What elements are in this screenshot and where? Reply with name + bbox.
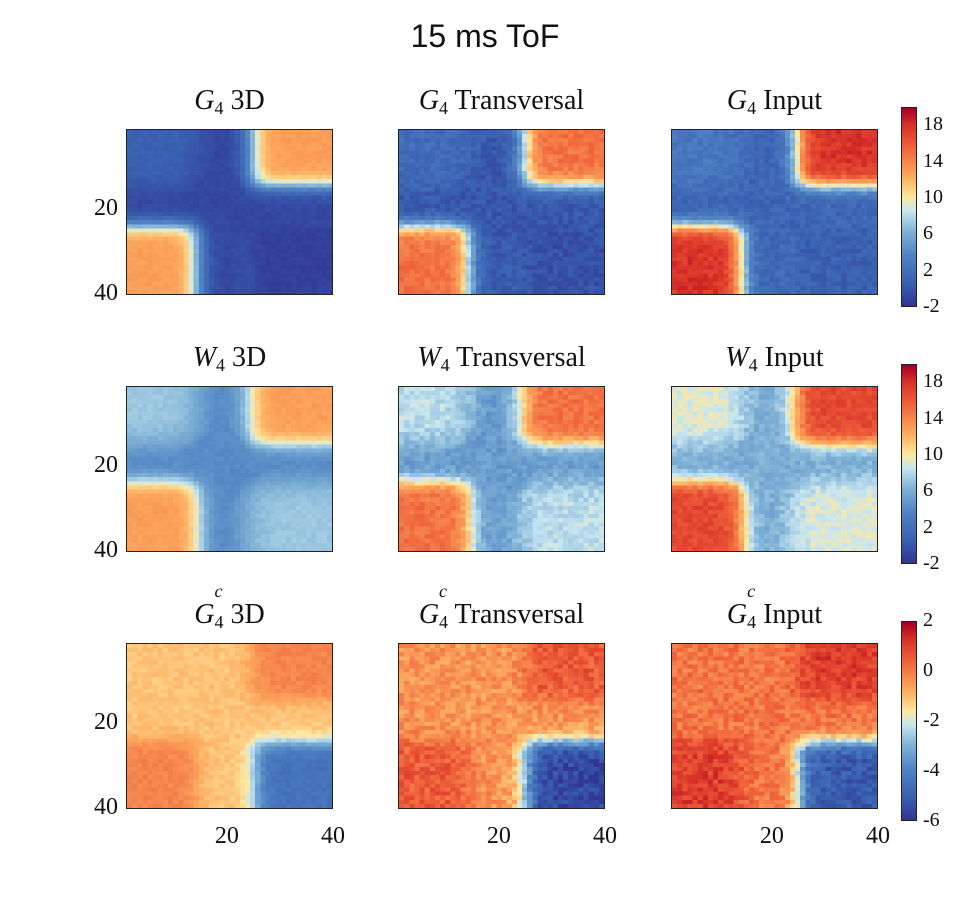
x-tick-label: 40 [593,823,617,849]
panel-title-symbol: G [194,599,215,630]
heatmap-cells [672,644,877,808]
heatmap-panel [126,643,333,809]
heatmap-cells [127,387,332,551]
panel-title-symbol: G [418,85,440,116]
colorbar-gradient [902,622,916,820]
colorbar-tick-label: 14 [923,406,943,429]
panel-title: G4 Transversal [352,85,652,119]
y-tick-label: 20 [94,708,118,735]
panel-title-label: Input [757,342,824,373]
panel-title-label: 3D [223,599,265,630]
panel-title-label: Input [756,599,823,630]
panel-title-symbol: W [417,342,441,373]
heatmap-panel [671,643,878,809]
heatmap-cells [672,387,877,551]
figure-title: 15 ms ToF [410,18,560,54]
colorbar-tick-label: 2 [923,515,933,538]
panel-title-symbol: G [418,599,440,630]
colorbar-tick-label: 2 [923,609,933,631]
panel-title-superscript: c [439,581,448,601]
y-tick-label: 40 [94,537,118,563]
x-tick-label: 40 [866,823,890,849]
heatmap-cells [127,644,332,808]
heatmap-cells [672,130,877,294]
panel-title-subscript: 4 [748,355,758,375]
x-tick-label: 20 [486,823,511,849]
heatmap-panel [398,129,605,295]
colorbar-tick-label: -2 [923,709,940,731]
panel-title-subscript: 4 [747,98,757,118]
panel-title-subscript: 4 [214,612,224,632]
panel-title-subscript: 4 [747,612,757,632]
panel-title-label: Transversal [448,599,585,630]
heatmap-panel [398,643,605,809]
y-tick-label: 20 [94,451,118,478]
panel-title-label: 3D [225,342,267,373]
colorbar [901,364,917,564]
heatmap-panel [126,129,333,295]
heatmap-cells [127,130,332,294]
x-tick-label: 40 [321,823,345,849]
colorbar-tick-label: 18 [923,370,943,393]
heatmap-panel [671,129,878,295]
colorbar-tick-label: 0 [923,659,933,681]
colorbar-tick-label: -6 [923,809,940,831]
panel-title-subscript: 4 [216,355,226,375]
x-tick-label: 20 [759,823,784,849]
panel-title-symbol: W [192,342,217,373]
x-tick-label: 20 [214,823,239,849]
panel-title-subscript: 4 [214,98,224,118]
panel-title-label: Transversal [449,342,586,373]
colorbar-gradient [902,365,916,563]
panel-title: W4 3D [80,342,380,376]
panel-title-label: Input [756,85,823,116]
colorbar-tick-label: -2 [923,295,940,317]
panel-title-superscript: c [747,581,756,601]
colorbar-tick-label: 6 [923,222,933,245]
colorbar-tick-label: -2 [923,552,940,574]
panel-title: W4 Transversal [352,342,652,376]
colorbar-tick-label: 6 [923,479,933,502]
panel-title: G4 Input [625,85,925,119]
y-tick-label: 20 [94,194,118,221]
colorbar [901,621,917,821]
heatmap-panel [671,386,878,552]
panel-title-subscript: 4 [439,612,449,632]
heatmap-cells [399,387,604,551]
panel-title: W4 Input [625,342,925,376]
panel-title-subscript: 4 [440,355,450,375]
colorbar-tick-label: 14 [923,149,943,172]
heatmap-cells [399,130,604,294]
panel-title-label: 3D [223,85,265,116]
panel-title-symbol: W [725,342,749,373]
panel-title-label: Transversal [448,85,585,116]
colorbar-tick-label: -4 [923,759,940,781]
y-tick-label: 40 [94,280,118,306]
panel-title-subscript: 4 [439,98,449,118]
y-tick-label: 40 [94,794,118,820]
panel-title: G4 3D [80,85,380,119]
colorbar-gradient [902,108,916,306]
panel-title-superscript: c [214,581,223,601]
panel-title-symbol: G [726,599,748,630]
panel-title-symbol: G [726,85,748,116]
colorbar-tick-label: 18 [923,113,943,136]
colorbar-tick-label: 10 [923,442,943,465]
panel-title-symbol: G [194,85,215,116]
heatmap-cells [399,644,604,808]
colorbar-tick-label: 2 [923,258,933,281]
heatmap-panel [398,386,605,552]
colorbar-tick-label: 10 [923,185,943,208]
colorbar [901,107,917,307]
heatmap-panel [126,386,333,552]
